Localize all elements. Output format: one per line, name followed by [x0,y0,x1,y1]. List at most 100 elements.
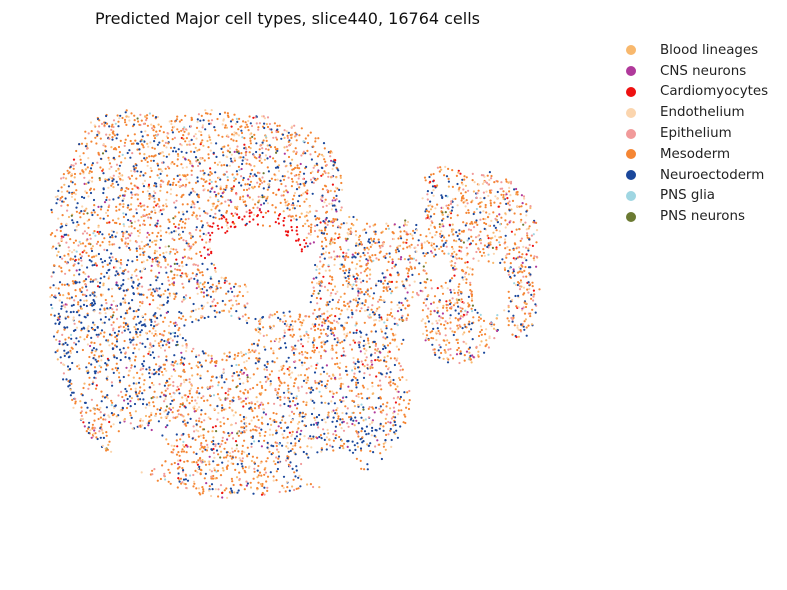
cell-point [214,216,217,219]
cell-point [142,383,145,386]
cell-point [319,357,323,360]
cell-point [387,368,390,371]
cell-point [373,237,376,241]
cell-point [362,339,366,342]
cell-point [204,352,207,355]
cell-point [397,409,400,412]
cell-point [86,343,89,346]
cell-point [286,207,289,210]
cell-point [516,324,519,327]
cell-point [243,431,246,434]
cell-point [378,313,381,317]
cell-point [473,181,476,184]
cell-point [293,207,296,210]
cell-point [431,185,435,188]
cell-point [435,319,438,323]
cell-point [452,228,455,231]
cell-point [159,407,163,410]
cell-point [341,340,344,343]
cell-point [393,317,396,320]
cell-point [434,331,438,334]
cell-point [181,448,184,451]
cell-point [102,172,105,175]
cell-point [253,185,256,188]
cell-point [200,141,203,144]
cell-point [374,344,377,347]
cell-point [350,389,353,392]
cell-point [108,344,111,347]
cell-point [143,219,146,222]
cell-point [132,351,135,355]
cell-point [530,297,533,300]
cell-point [75,149,78,153]
cell-point [362,408,365,411]
cell-point [345,279,348,283]
cell-point [198,214,202,217]
cell-point [239,390,242,393]
cell-point [195,215,198,218]
cell-point [90,164,94,167]
cell-point [447,234,451,237]
cell-point [513,242,517,245]
cell-point [225,355,229,358]
cell-point [485,328,488,331]
cell-point [527,249,530,252]
cell-point [457,285,460,288]
cell-point [135,212,138,215]
cell-point [459,350,462,353]
cell-point [253,470,256,473]
cell-point [420,244,423,247]
cell-point [266,457,269,460]
cell-point [97,371,100,374]
cell-point [93,376,96,379]
cell-point [172,391,175,394]
cell-point [93,412,96,415]
cell-point [456,204,459,207]
cell-point [344,354,347,357]
cell-point [199,169,202,173]
cell-point [282,194,285,197]
cell-point [384,332,387,335]
cell-point [366,387,369,391]
cell-point [164,460,167,463]
cell-point [115,221,118,225]
cell-point [465,199,468,202]
cell-point [220,376,223,379]
cell-point [398,301,401,304]
cell-point [240,452,243,455]
cell-point [85,411,88,414]
cell-point [143,153,146,156]
cell-point [156,174,159,177]
cell-point [284,230,287,233]
cell-point [246,376,249,379]
cell-point [246,391,250,394]
cell-point [312,312,315,315]
cell-point [99,370,102,373]
cell-point [198,148,201,151]
cell-point [144,214,147,217]
cell-point [346,283,350,286]
cell-point [193,482,196,485]
cell-point [367,240,370,243]
cell-point [405,238,408,241]
cell-point [85,182,88,185]
cell-point [54,235,57,238]
cell-point [195,391,198,394]
cell-point [98,430,101,433]
cell-point [340,223,343,226]
cell-point [192,263,195,266]
cell-point [219,178,222,181]
cell-point [479,325,482,328]
cell-point [315,416,318,419]
cell-point [98,178,101,182]
cell-point [393,410,396,413]
cell-point [360,403,363,406]
cell-point [313,407,316,410]
cell-point [508,296,511,299]
cell-point [200,316,203,319]
cell-point [184,128,188,131]
cell-point [479,317,482,320]
cell-point [298,313,301,316]
cell-point [309,230,313,234]
cell-point [235,148,238,151]
